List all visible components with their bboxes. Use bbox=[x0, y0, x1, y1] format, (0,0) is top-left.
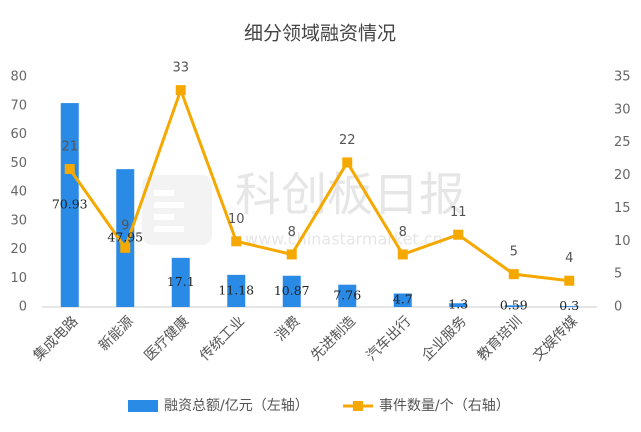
legend-swatch bbox=[128, 400, 158, 412]
line-marker bbox=[64, 164, 75, 174]
x-tick-label: 医疗健康 bbox=[141, 313, 193, 365]
bar-value-label: 70.93 bbox=[52, 197, 88, 212]
y-tick-label: 10 bbox=[10, 271, 27, 286]
line-marker bbox=[453, 229, 464, 240]
y-tick-label: 40 bbox=[10, 185, 27, 200]
bar bbox=[504, 305, 523, 307]
x-tick-label: 企业服务 bbox=[418, 313, 470, 365]
bar bbox=[227, 274, 246, 307]
line-marker bbox=[508, 269, 519, 280]
bar bbox=[338, 284, 357, 307]
line-marker bbox=[564, 275, 575, 286]
bar-value-label: 11.18 bbox=[218, 282, 254, 297]
bar bbox=[560, 306, 579, 307]
x-tick-label: 新能源 bbox=[96, 313, 137, 354]
y2-tick-label: 5 bbox=[614, 267, 622, 282]
y-tick-label: 20 bbox=[10, 242, 27, 257]
y2-tick-label: 10 bbox=[614, 234, 631, 249]
line-value-label: 10 bbox=[228, 212, 245, 227]
bar bbox=[282, 275, 301, 307]
y2-tick-label: 15 bbox=[614, 201, 631, 216]
y2-tick-label: 25 bbox=[614, 135, 631, 150]
line-value-label: 4 bbox=[565, 251, 573, 266]
line-value-label: 8 bbox=[399, 225, 407, 240]
x-tick-label: 先进制造 bbox=[308, 313, 359, 364]
line-value-label: 8 bbox=[288, 225, 296, 240]
line-marker bbox=[120, 242, 131, 253]
y2-tick-label: 30 bbox=[614, 102, 631, 117]
bar-value-label: 1.3 bbox=[448, 297, 468, 312]
bar-value-label: 4.7 bbox=[393, 292, 413, 307]
line-value-label: 33 bbox=[172, 61, 189, 76]
line-value-label: 5 bbox=[510, 245, 518, 260]
line-marker bbox=[342, 157, 353, 168]
watermark-logo bbox=[142, 175, 212, 245]
line-value-label: 9 bbox=[121, 218, 129, 233]
chart-title: 细分领域融资情况 bbox=[244, 23, 396, 45]
legend-label: 融资总额/亿元（左轴） bbox=[164, 398, 309, 414]
y2-tick-label: 0 bbox=[614, 300, 622, 315]
y-tick-label: 0 bbox=[19, 300, 27, 315]
bar-value-label: 0.3 bbox=[559, 298, 579, 313]
x-tick-label: 文娱传媒 bbox=[530, 313, 581, 364]
legend-label: 事件数量/个（右轴） bbox=[379, 398, 510, 414]
y-tick-label: 30 bbox=[10, 213, 27, 228]
y-tick-label: 50 bbox=[10, 156, 27, 171]
bar-value-label: 10.87 bbox=[274, 283, 310, 298]
x-tick-label: 集成电路 bbox=[30, 313, 82, 365]
bar-value-label: 17.1 bbox=[167, 274, 195, 289]
line bbox=[68, 85, 570, 283]
bar bbox=[393, 293, 412, 307]
y-tick-label: 60 bbox=[10, 127, 27, 142]
line-value-label: 21 bbox=[61, 140, 78, 155]
y-tick-label: 80 bbox=[10, 70, 27, 85]
bar bbox=[60, 103, 79, 307]
x-tick-label: 消费 bbox=[272, 313, 303, 344]
bar bbox=[449, 303, 468, 307]
x-tick-label: 汽车出行 bbox=[363, 313, 415, 365]
bar-value-label: 0.59 bbox=[500, 298, 528, 313]
y2-tick-label: 20 bbox=[614, 168, 631, 183]
x-tick-label: 教育培训 bbox=[474, 313, 525, 364]
watermark-text: 科创板日报 bbox=[235, 168, 465, 222]
line-value-label: 22 bbox=[339, 133, 356, 148]
legend-swatch bbox=[353, 401, 363, 411]
line-marker bbox=[175, 85, 186, 96]
line-marker bbox=[286, 249, 297, 260]
line-marker bbox=[231, 236, 242, 247]
y2-tick-label: 35 bbox=[614, 70, 631, 85]
bar bbox=[116, 169, 135, 307]
x-tick-label: 传统工业 bbox=[197, 313, 248, 364]
watermark-url: www.chinastarmarket.cn bbox=[245, 230, 443, 249]
line-value-label: 11 bbox=[450, 205, 467, 220]
line-marker bbox=[397, 249, 408, 260]
y-tick-label: 70 bbox=[10, 98, 27, 113]
bar-value-label: 7.76 bbox=[333, 287, 361, 302]
bar-value-label: 47.95 bbox=[107, 230, 143, 245]
bar bbox=[171, 257, 190, 307]
